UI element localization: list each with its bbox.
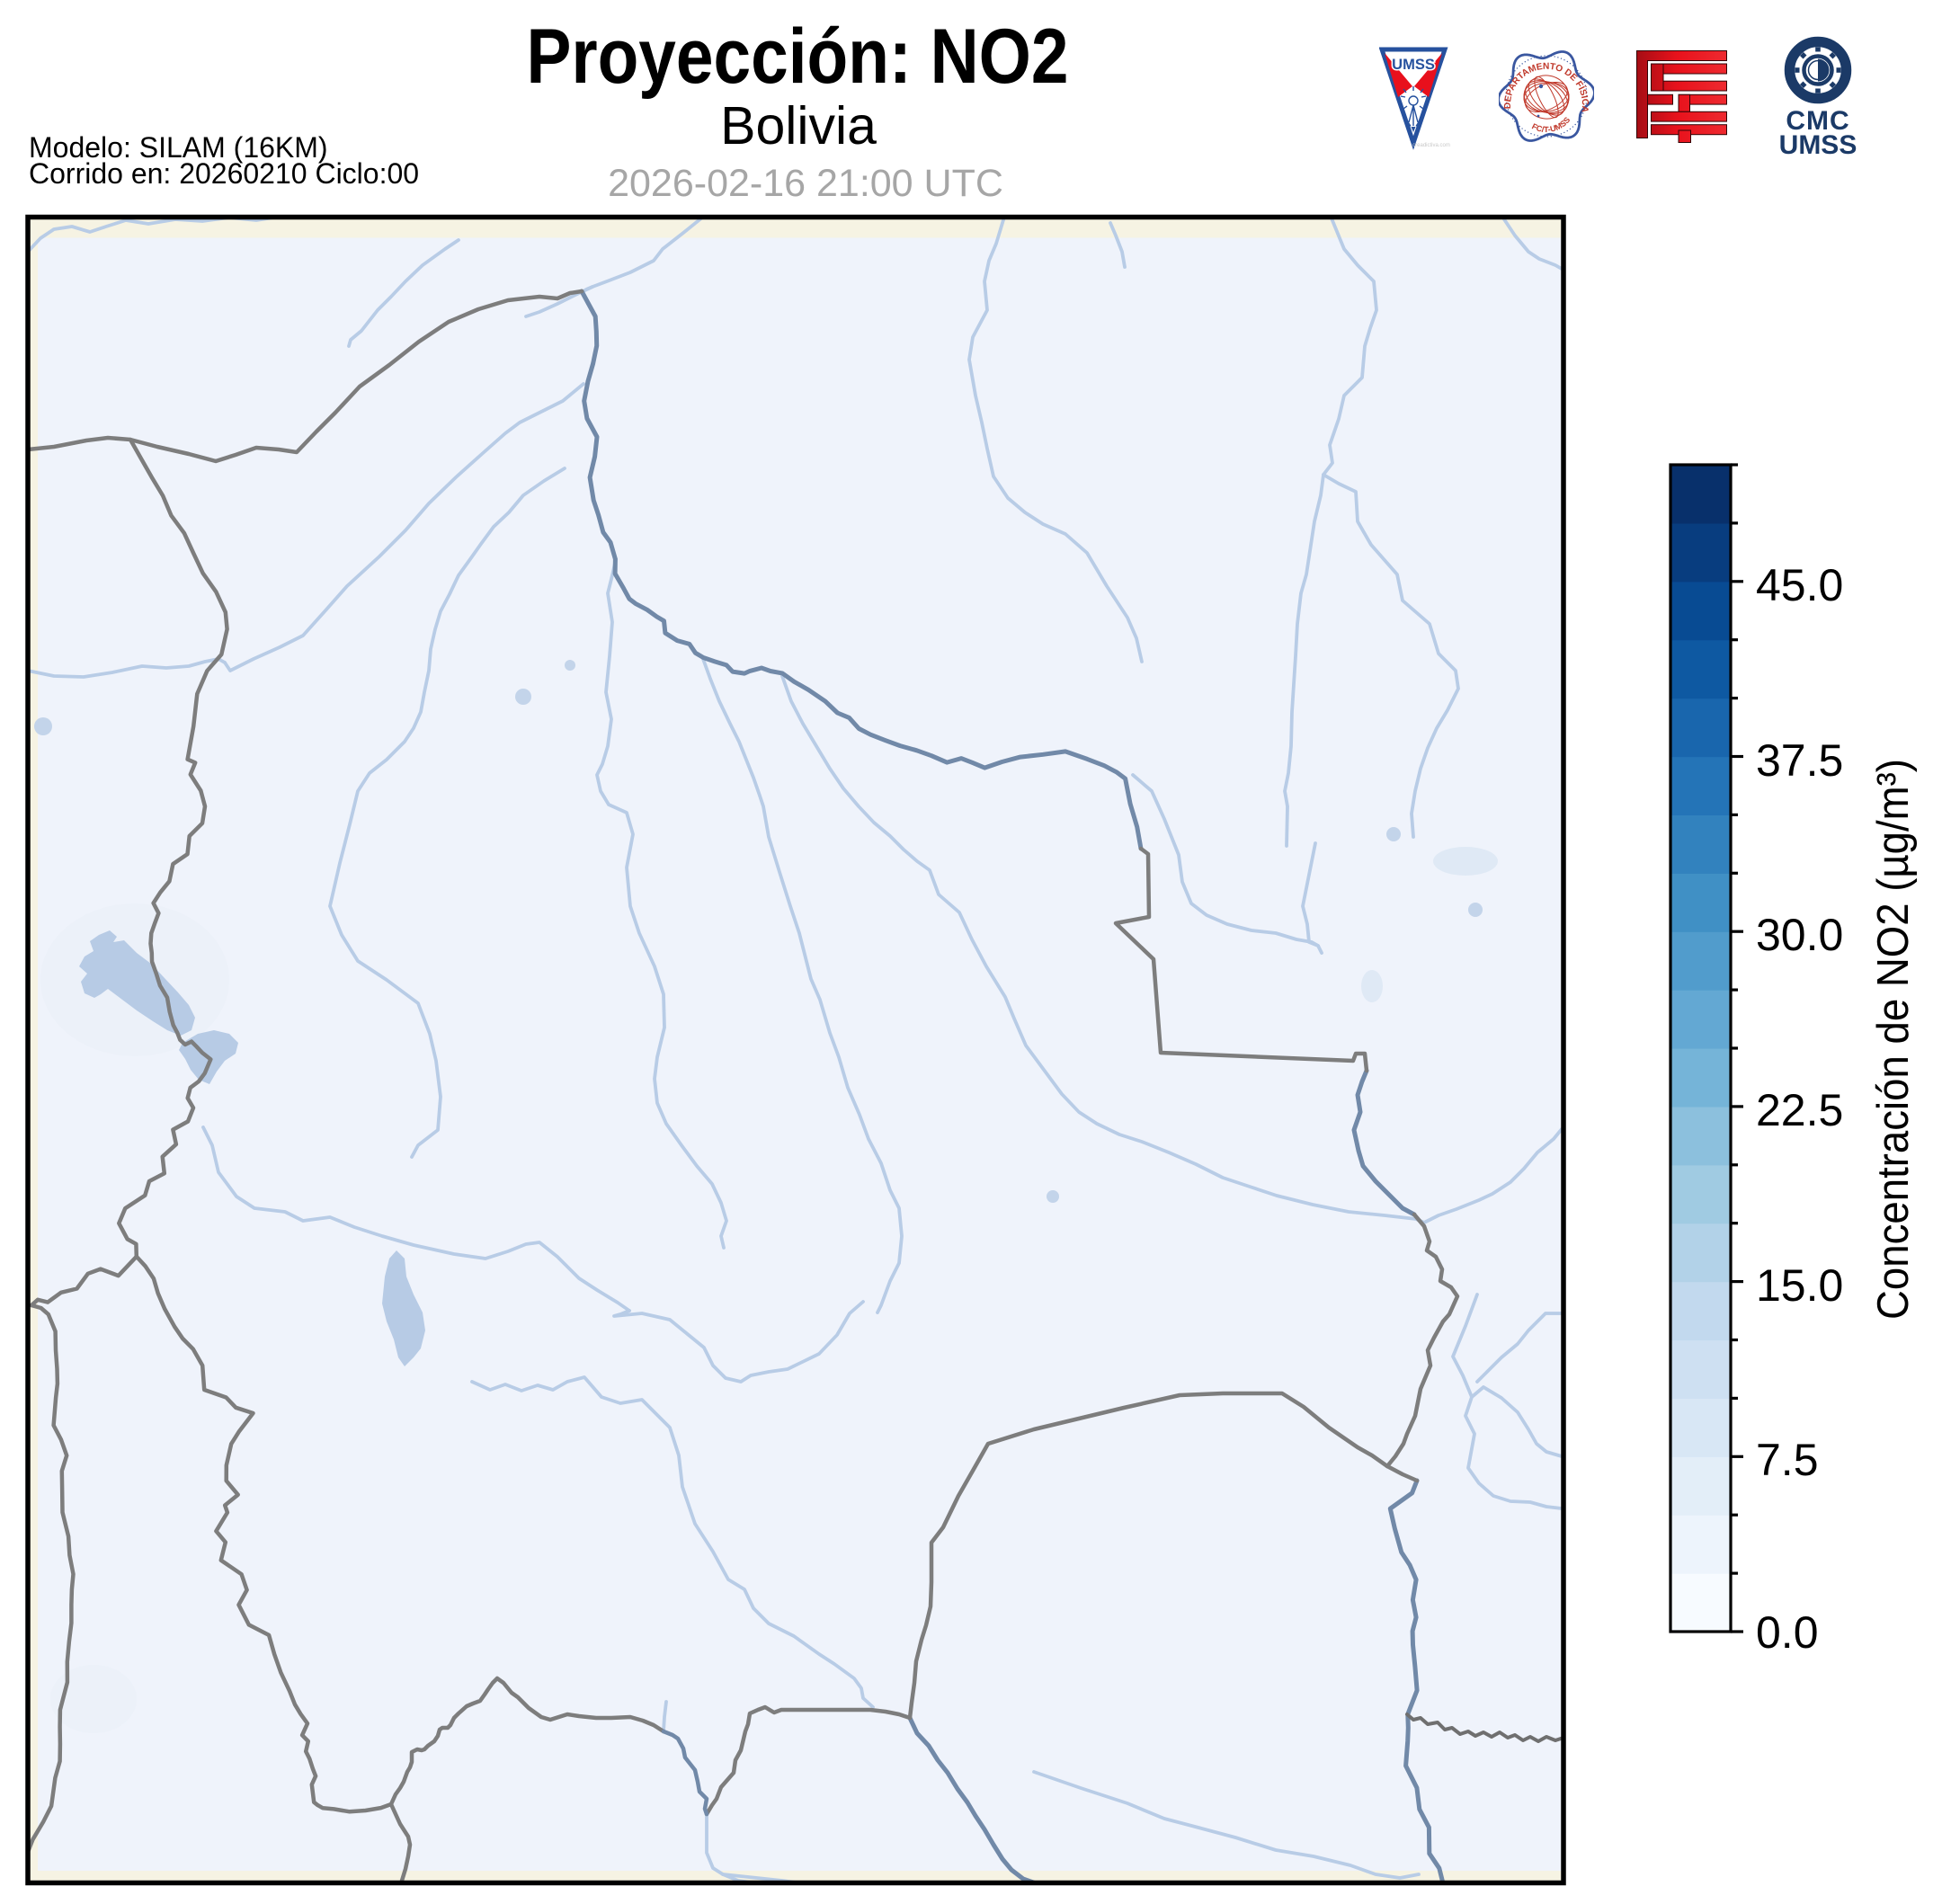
- svg-text:creadictiva.com: creadictiva.com: [1412, 143, 1450, 148]
- svg-text:UMSS: UMSS: [1779, 130, 1857, 156]
- svg-text:UMSS: UMSS: [1392, 57, 1435, 73]
- svg-text:CMC: CMC: [1786, 106, 1849, 136]
